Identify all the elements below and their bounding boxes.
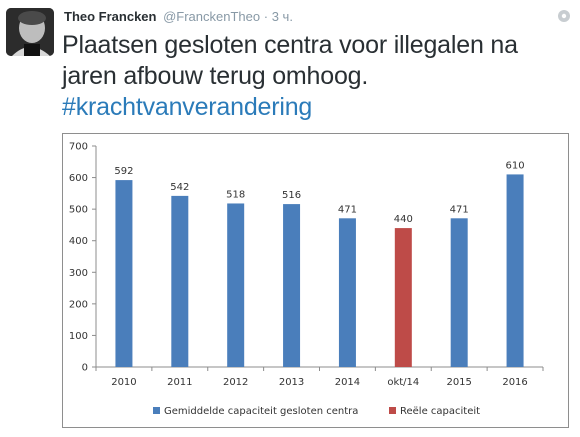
bar-okt-14 (394, 228, 412, 367)
tweet-header: Theo Francken @FranckenTheo · 3 ч. (64, 8, 514, 26)
data-label: 518 (226, 189, 245, 200)
data-label: 592 (114, 166, 133, 177)
y-tick-label: 500 (69, 205, 88, 216)
author-name[interactable]: Theo Francken (64, 9, 157, 24)
x-tick-label: 2010 (111, 377, 136, 388)
bar-2016 (506, 174, 524, 367)
data-label: 440 (394, 214, 413, 225)
bar-2015 (450, 218, 468, 367)
y-tick-label: 100 (69, 331, 88, 342)
data-label: 610 (506, 160, 525, 171)
y-tick-label: 200 (69, 299, 88, 310)
bar-2012 (227, 203, 245, 367)
data-label: 471 (338, 204, 357, 215)
author-handle[interactable]: @FranckenTheo (163, 9, 261, 24)
tweet-body: Plaatsen gesloten centra voor illegalen … (62, 31, 518, 90)
y-tick-label: 0 (82, 363, 88, 374)
y-tick-label: 700 (69, 142, 88, 153)
pin-icon[interactable] (556, 8, 572, 24)
y-tick-label: 400 (69, 236, 88, 247)
x-tick-label: 2012 (223, 377, 248, 388)
x-tick-label: okt/14 (387, 377, 419, 388)
hashtag-link[interactable]: #krachtvanverandering (62, 93, 313, 121)
bar-chart: 0 100 200 300 400 500 600 700 592 2010 542 2011 518 2… (69, 142, 544, 388)
bar-2013 (283, 204, 301, 367)
legend-swatch-real (389, 407, 396, 414)
x-tick-label: 2013 (279, 377, 304, 388)
tweet-text: Plaatsen gesloten centra voor illegalen … (62, 30, 572, 123)
legend-label-real: Reële capaciteit (400, 406, 481, 417)
bar-2010 (115, 180, 133, 367)
legend-item-avg: Gemiddelde capaciteit gesloten centra (153, 406, 358, 417)
data-label: 471 (450, 204, 469, 215)
x-tick-label: 2015 (446, 377, 471, 388)
legend-item-real: Reële capaciteit (389, 406, 480, 417)
y-tick-label: 600 (69, 173, 88, 184)
legend-swatch-avg (153, 407, 160, 414)
y-tick-label: 300 (69, 268, 88, 279)
bar-2014 (338, 218, 356, 367)
x-tick-label: 2014 (335, 377, 360, 388)
separator: · (263, 9, 269, 24)
tweet-media-chart[interactable]: 0 100 200 300 400 500 600 700 592 2010 542 2011 518 2… (62, 133, 569, 428)
x-tick-label: 2016 (502, 377, 527, 388)
data-label: 516 (282, 190, 301, 201)
avatar[interactable] (6, 8, 54, 56)
legend-label-avg: Gemiddelde capaciteit gesloten centra (164, 406, 359, 417)
bar-2011 (171, 195, 189, 367)
tweet-time[interactable]: 3 ч. (271, 9, 293, 24)
x-tick-label: 2011 (167, 377, 192, 388)
data-label: 542 (170, 182, 189, 193)
